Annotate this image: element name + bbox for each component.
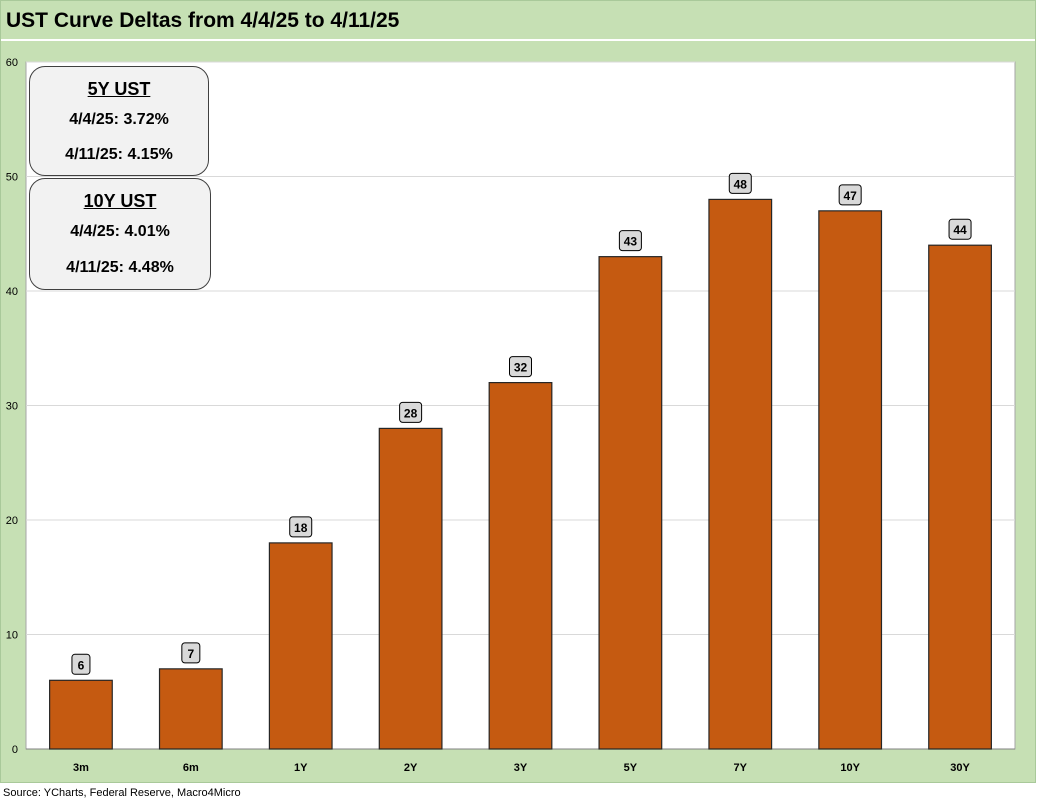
- data-label-box: [181, 642, 201, 664]
- y-tick-label: 60: [6, 57, 18, 69]
- chart-canvas: 0 10 20 30 40 50 60 6 3m 7 6m 18 1Y 28 2Y 32 3Y 43 5Y 48 7Y 4…: [6, 57, 1016, 774]
- data-label-box: [948, 218, 972, 240]
- x-tick-label: 3Y: [514, 762, 528, 774]
- data-label-box: [399, 401, 423, 423]
- data-label: 32: [514, 361, 528, 375]
- x-tick-label: 3m: [73, 762, 89, 774]
- bar: [488, 382, 553, 750]
- data-label-box: [728, 172, 752, 194]
- x-tick-label: 5Y: [624, 762, 638, 774]
- info-box-line: 4/11/25: 4.48%: [66, 259, 174, 276]
- x-tick-label: 2Y: [404, 762, 418, 774]
- y-tick-label: 50: [6, 172, 18, 184]
- info-box-5y-ust: 5Y UST 4/4/25: 3.72% 4/11/25: 4.15%: [29, 66, 209, 176]
- data-label-box: [509, 356, 532, 378]
- info-box-heading: 5Y UST: [87, 79, 151, 99]
- title-bar: UST Curve Deltas from 4/4/25 to 4/11/25: [1, 1, 1035, 39]
- data-label: 43: [624, 235, 638, 249]
- data-label: 44: [953, 223, 967, 237]
- x-tick-label: 6m: [183, 762, 199, 774]
- bar: [49, 679, 113, 750]
- bar: [268, 542, 333, 750]
- info-box-10y-ust: 10Y UST 4/4/25: 4.01% 4/11/25: 4.48%: [29, 178, 211, 290]
- y-tick-label: 10: [6, 630, 18, 642]
- source-note: Source: YCharts, Federal Reserve, Macro4…: [3, 787, 241, 799]
- bar: [158, 668, 223, 750]
- chart-title: UST Curve Deltas from 4/4/25 to 4/11/25: [6, 9, 400, 32]
- x-tick-label: 30Y: [950, 762, 970, 774]
- x-tick-label: 7Y: [734, 762, 748, 774]
- data-label: 48: [734, 177, 748, 191]
- info-box-line: 4/4/25: 3.72%: [69, 111, 169, 128]
- bar: [818, 210, 883, 750]
- data-label: 6: [78, 658, 85, 672]
- data-label-box: [618, 230, 642, 252]
- x-tick-label: 10Y: [840, 762, 860, 774]
- y-tick-label: 40: [6, 286, 18, 298]
- title-divider: [1, 39, 1035, 41]
- y-tick-label: 0: [12, 744, 18, 756]
- info-box-heading: 10Y UST: [83, 191, 157, 211]
- data-label-box: [838, 184, 862, 206]
- bar: [378, 427, 443, 750]
- info-box-line: 4/11/25: 4.15%: [65, 146, 173, 163]
- data-label: 18: [294, 521, 308, 535]
- data-label-box: [71, 653, 91, 675]
- data-label-box: [289, 516, 313, 538]
- y-tick-label: 30: [6, 401, 18, 413]
- bar: [928, 244, 992, 750]
- data-label: 28: [404, 406, 418, 420]
- data-label: 47: [843, 189, 857, 203]
- y-tick-label: 20: [6, 515, 18, 527]
- data-label: 7: [187, 647, 194, 661]
- x-tick-label: 1Y: [294, 762, 308, 774]
- bar: [708, 198, 773, 750]
- bar: [598, 256, 663, 750]
- info-box-line: 4/4/25: 4.01%: [70, 223, 170, 240]
